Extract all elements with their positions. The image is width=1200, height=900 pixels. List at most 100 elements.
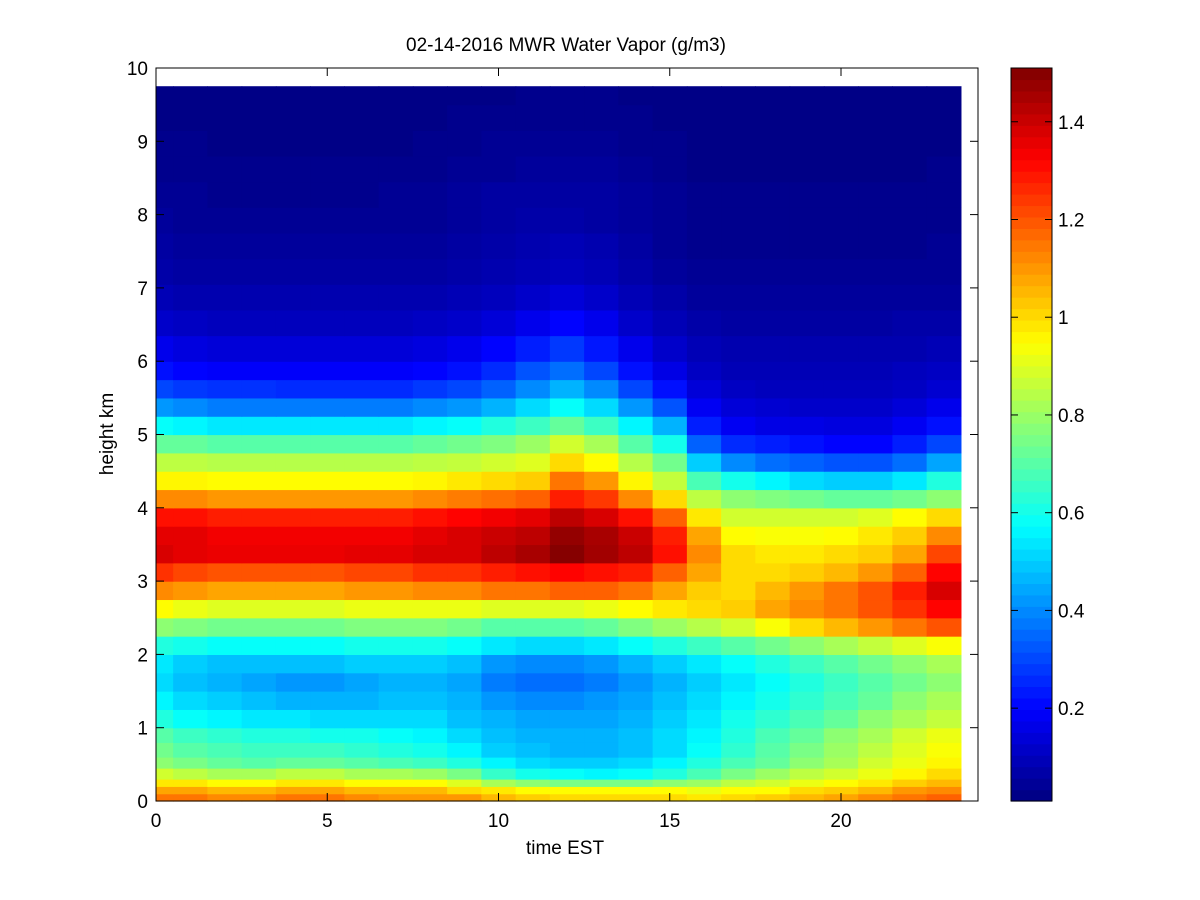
heatmap-cell xyxy=(686,207,722,234)
heatmap-cell xyxy=(926,416,962,436)
heatmap-cell xyxy=(378,155,414,183)
heatmap-cell xyxy=(926,757,962,769)
colorbar-segment xyxy=(1011,411,1052,424)
heatmap-cell xyxy=(481,452,517,472)
colorbar-segment xyxy=(1011,125,1052,138)
heatmap-cell xyxy=(755,434,791,454)
heatmap-cell xyxy=(755,727,791,743)
heatmap-cell xyxy=(310,434,345,454)
heatmap-cell xyxy=(789,526,825,546)
heatmap-cell xyxy=(686,471,722,491)
heatmap-cell xyxy=(926,361,962,381)
heatmap-cell xyxy=(823,155,859,183)
heatmap-cell xyxy=(275,786,311,795)
heatmap-cell xyxy=(275,434,311,454)
heatmap-cell xyxy=(344,654,380,674)
heatmap-cell xyxy=(156,471,174,491)
heatmap-cell xyxy=(412,86,448,87)
colorbar-segment xyxy=(1011,468,1052,481)
heatmap-cell xyxy=(515,709,551,729)
heatmap-cell xyxy=(344,779,380,787)
heatmap-cell xyxy=(686,526,722,546)
heatmap-cell xyxy=(721,779,756,787)
heatmap-cell xyxy=(378,757,414,769)
heatmap-cell xyxy=(721,232,756,260)
heatmap-cell xyxy=(652,617,688,637)
x-tick-label: 0 xyxy=(151,811,162,832)
heatmap-cell xyxy=(584,654,619,674)
heatmap-cell xyxy=(755,544,791,564)
heatmap-cell xyxy=(447,434,482,454)
colorbar-segment xyxy=(1011,377,1052,390)
heatmap-cell xyxy=(892,397,928,417)
heatmap-cell xyxy=(412,526,448,546)
heatmap-cell xyxy=(618,544,654,564)
heatmap-cell xyxy=(926,155,962,183)
heatmap-cell xyxy=(275,86,311,87)
heatmap-cell xyxy=(721,258,756,285)
heatmap-cell xyxy=(156,768,174,780)
heatmap-cell xyxy=(652,672,688,692)
heatmap-cell xyxy=(858,779,893,787)
heatmap-cell xyxy=(447,232,482,260)
heatmap-cell xyxy=(892,232,928,260)
heatmap-cell xyxy=(823,599,859,619)
heatmap-cell xyxy=(310,544,345,564)
heatmap-cell xyxy=(344,727,380,743)
heatmap-cell xyxy=(310,742,345,758)
heatmap-cell xyxy=(447,672,482,692)
heatmap-cell xyxy=(858,434,893,454)
heatmap-cell xyxy=(156,258,174,285)
heatmap-cell xyxy=(156,207,174,234)
heatmap-cell xyxy=(549,181,585,208)
heatmap-cell xyxy=(892,691,928,710)
heatmap-cell xyxy=(789,691,825,710)
heatmap-cell xyxy=(173,361,208,381)
heatmap-cell xyxy=(549,232,585,260)
heatmap-cell xyxy=(481,691,517,710)
colorbar-segment xyxy=(1011,480,1052,493)
heatmap-cell xyxy=(275,232,311,260)
heatmap-cell xyxy=(549,397,585,417)
heatmap-cell xyxy=(789,779,825,787)
heatmap-cell xyxy=(721,207,756,234)
heatmap-cell xyxy=(207,793,243,802)
heatmap-cell xyxy=(156,155,174,183)
heatmap-cell xyxy=(926,742,962,758)
heatmap-cell xyxy=(156,397,174,417)
heatmap-cell xyxy=(173,727,208,743)
heatmap-cell xyxy=(652,104,688,131)
heatmap-cell xyxy=(344,130,380,157)
colorbar-segment xyxy=(1011,182,1052,195)
heatmap-cell xyxy=(447,335,482,362)
heatmap-cell xyxy=(721,416,756,436)
heatmap-cell xyxy=(926,727,962,743)
heatmap-cell xyxy=(686,757,722,769)
heatmap-cell xyxy=(789,768,825,780)
heatmap-cell xyxy=(378,691,414,710)
heatmap-cell xyxy=(755,86,791,106)
heatmap-cell xyxy=(481,768,517,780)
heatmap-cell xyxy=(515,86,551,106)
heatmap-cell xyxy=(275,757,311,769)
heatmap-cell xyxy=(412,768,448,780)
heatmap-cell xyxy=(892,416,928,436)
heatmap-cell xyxy=(344,581,380,601)
heatmap-cell xyxy=(378,507,414,527)
heatmap-cell xyxy=(275,258,311,285)
heatmap-cell xyxy=(721,636,756,655)
heatmap-cell xyxy=(584,309,619,337)
heatmap-cell xyxy=(584,562,619,582)
heatmap-cell xyxy=(858,526,893,546)
heatmap-cell xyxy=(447,309,482,337)
heatmap-cell xyxy=(378,397,414,417)
heatmap-cell xyxy=(412,471,448,491)
heatmap-cell xyxy=(275,691,311,710)
colorbar-segment xyxy=(1011,205,1052,218)
heatmap-cell xyxy=(344,793,380,802)
heatmap-cell xyxy=(823,130,859,157)
heatmap-cell xyxy=(858,284,893,311)
heatmap-cell xyxy=(275,155,311,183)
heatmap-cell xyxy=(721,654,756,674)
heatmap-cell xyxy=(412,452,448,472)
